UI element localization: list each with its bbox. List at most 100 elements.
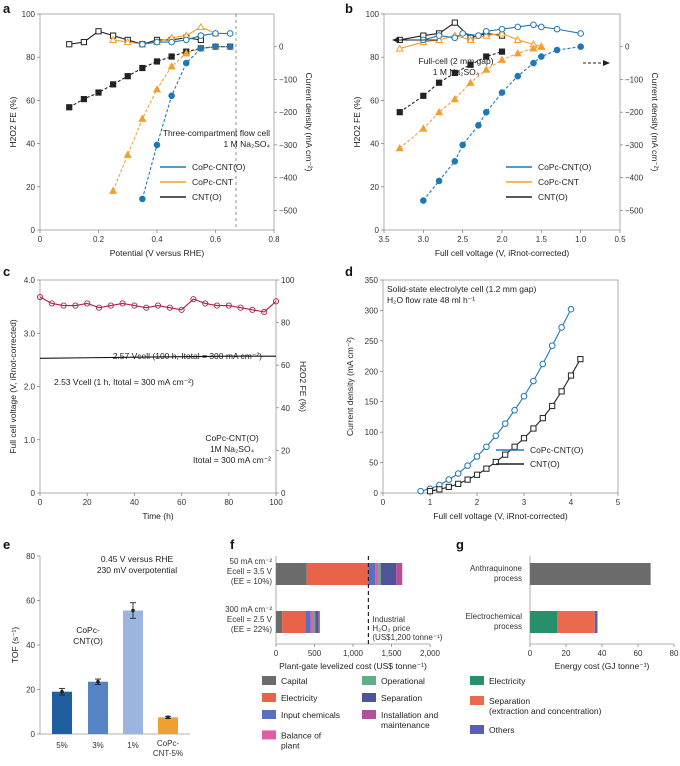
panel-d-point (530, 425, 537, 432)
panel-a-yl-tick-label: 0 (31, 226, 36, 235)
panel-b-yr-tick-label: −200 (625, 108, 644, 117)
panel-e-group-label: CoPc- (76, 625, 100, 635)
panel-b-j-line (399, 46, 542, 149)
panel-g-xlabel: Energy cost (GJ tonne⁻¹) (555, 661, 650, 671)
panel-label-g: g (456, 537, 464, 552)
panel-a-j-point (152, 85, 162, 93)
panel-f-x-tick-label: 500 (308, 649, 322, 658)
panel-f-x-tick-label: 1,500 (381, 649, 402, 658)
panel-f-row-label: (EE = 22%) (231, 625, 272, 634)
panel-c-yl-tick-label: 2.0 (24, 383, 36, 392)
panel-a-yl-tick-label: 80 (26, 53, 35, 62)
panel-a-frame (39, 13, 275, 231)
panel-a-yl-tick-label: 40 (26, 140, 35, 149)
panel-b-x-tick-label: 3.0 (418, 235, 430, 244)
panel-b-yl-tick-label: 80 (370, 53, 379, 62)
panel-e-ylabel: TOF (s⁻¹) (10, 627, 20, 664)
panel-c-yl-tick-label: 3.0 (24, 329, 36, 338)
panel-f-legend-label: Separation (381, 693, 422, 703)
panel-label-d: d (345, 264, 353, 279)
panel-d-point (558, 324, 565, 331)
panel-f-x-tick-label: 1,000 (343, 649, 364, 658)
panel-e-point (60, 689, 64, 694)
panel-d-point (539, 415, 546, 422)
panel-b-fe-point (475, 32, 482, 39)
panel-f-bar-segment (375, 563, 379, 585)
panel-b-j-point (467, 61, 474, 68)
panel-c-fe-line (39, 296, 277, 313)
panel-d-point (492, 432, 500, 440)
panel-b-fe-point (459, 30, 466, 37)
panel-d-y-tick-label: 300 (365, 306, 379, 315)
panel-e-point (131, 608, 135, 613)
panel-a-yl-tick-label: 20 (26, 183, 35, 192)
panel-b-fe-point (514, 23, 522, 31)
panel-b-fe-point (498, 25, 506, 33)
panel-d-point (520, 392, 528, 400)
panel-f-bar-segment (378, 563, 381, 585)
panel-e-annotation: 230 mV overpotential (97, 565, 177, 575)
panel-f-legend-swatch (362, 693, 376, 702)
panel-c-yr-tick-label: 80 (281, 319, 290, 328)
panel-b-yr-tick-label: −300 (625, 141, 644, 150)
panel-a-x-tick-label: 0 (38, 235, 43, 244)
panel-d-x-tick-label: 1 (428, 498, 433, 507)
panel-b-j-point (553, 46, 561, 54)
panel-a-fe-point (123, 37, 132, 46)
panel-a-j-point (197, 45, 205, 52)
panel-a-x-tick-label: 0.2 (93, 235, 105, 244)
panel-c-yl-tick-label: 4.0 (24, 276, 36, 285)
panel-a-j-point (138, 114, 147, 122)
panel-g-bar-segment (557, 611, 595, 633)
panel-a-yl-tick-label: 100 (22, 10, 36, 19)
panel-d-point (445, 483, 452, 491)
panel-a-j-point (168, 53, 175, 60)
panel-c-x-tick-label: 20 (83, 498, 92, 507)
panel-e-category: 5% (56, 741, 68, 750)
panel-f-bar-segment (306, 563, 369, 585)
panel-e-bar (52, 691, 72, 734)
panel-g-legend-label: Others (489, 725, 515, 735)
panel-f-x-tick-label: 0 (274, 649, 279, 658)
panel-a-fe-point (196, 22, 205, 31)
panel-b-fe-point (538, 23, 545, 31)
panel-b-yr-tick-label: −500 (625, 206, 644, 215)
panel-b-j-point (482, 108, 490, 116)
panel-a-j-point (212, 43, 219, 51)
panel-b-yl-tick-label: 20 (370, 183, 379, 192)
panel-b-fe-point (451, 19, 458, 26)
panel-b-j-point (475, 121, 482, 129)
panel-f-price-label: Industrial (372, 615, 405, 624)
panel-c-annotation: 1M Na₂SO₄ (210, 444, 255, 454)
panel-c-yr-tick-label: 20 (281, 446, 290, 455)
panel-f-price-label: (US$1,200 tonne⁻¹) (372, 633, 442, 642)
panel-b-j-point (483, 53, 490, 60)
panel-f-bar-segment (305, 611, 311, 633)
panel-g-legend-label: Separation (489, 696, 530, 706)
panel-b-fe-point (482, 27, 490, 35)
panel-g-row-label: process (494, 574, 522, 583)
panel-g-bar-segment (594, 611, 598, 633)
panel-a-j-point (95, 89, 102, 96)
panel-g-row-label: process (494, 622, 522, 631)
panel-d-point (454, 470, 462, 477)
panel-d-x-tick-label: 4 (569, 498, 574, 507)
panel-a-yr-tick-label: −300 (279, 141, 298, 150)
panel-d-point (548, 342, 556, 350)
panel-d-y-tick-label: 50 (369, 459, 378, 468)
panel-b-j-point (435, 107, 444, 116)
panel-label-b: b (345, 1, 353, 16)
panel-a-j-point (167, 62, 176, 70)
panel-c-fe-point (225, 302, 232, 309)
panel-c-yl-tick-label: 0 (31, 489, 36, 498)
panel-d-point (455, 480, 462, 487)
panel-a-fe-point (66, 41, 73, 48)
panel-c-yr-tick-label: 100 (281, 276, 295, 285)
panel-b-j-point (497, 55, 507, 63)
panel-b-j-point (482, 65, 491, 73)
panel-f-legend-label: Capital (281, 676, 308, 686)
panel-f-xlabel: Plant-gate levelized cost (US$ tonne⁻¹) (279, 661, 427, 671)
panel-c-label-1h: 2.53 Vcell (1 h, Itotal = 300 mA cm⁻²) (54, 377, 194, 387)
panel-f-legend-label: Installation and (381, 710, 438, 720)
panel-b-j-point (420, 197, 427, 204)
